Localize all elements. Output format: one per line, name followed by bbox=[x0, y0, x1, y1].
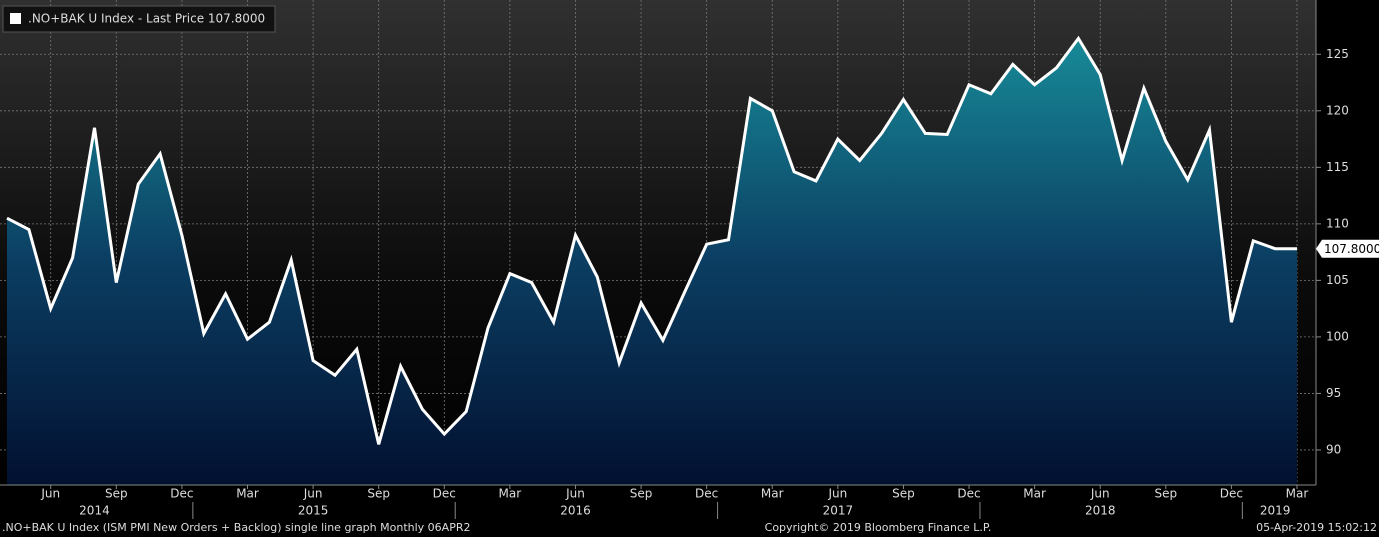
year-label: 2019 bbox=[1260, 504, 1291, 518]
y-tick-label: 100 bbox=[1326, 329, 1349, 343]
x-tick-label: Mar bbox=[1023, 487, 1046, 501]
x-tick-label: Sep bbox=[1155, 487, 1178, 501]
year-label: 2015 bbox=[298, 504, 329, 518]
y-tick-label: 95 bbox=[1326, 386, 1341, 400]
year-label: 2017 bbox=[823, 504, 854, 518]
y-tick-label: 110 bbox=[1326, 216, 1349, 230]
y-tick-label: 120 bbox=[1326, 103, 1349, 117]
y-tick-label: 90 bbox=[1326, 442, 1341, 456]
x-tick-label: Dec bbox=[957, 487, 980, 501]
x-tick-label: Jun bbox=[303, 487, 323, 501]
legend-text: .NO+BAK U Index - Last Price 107.8000 bbox=[28, 12, 265, 26]
x-tick-label: Dec bbox=[433, 487, 456, 501]
x-tick-label: Jun bbox=[1090, 487, 1110, 501]
x-tick-label: Dec bbox=[695, 487, 718, 501]
x-tick-label: Jun bbox=[565, 487, 585, 501]
last-price-label: 107.8000 bbox=[1324, 242, 1379, 256]
legend-box bbox=[2, 5, 276, 33]
x-tick-label: Mar bbox=[236, 487, 259, 501]
x-tick-label: Sep bbox=[367, 487, 390, 501]
x-tick-label: Jun bbox=[827, 487, 847, 501]
footer-center: Copyright© 2019 Bloomberg Finance L.P. bbox=[765, 521, 992, 534]
x-tick-label: Mar bbox=[1286, 487, 1309, 501]
y-tick-label: 105 bbox=[1326, 273, 1349, 287]
legend-swatch bbox=[10, 13, 21, 24]
x-tick-label: Dec bbox=[170, 487, 193, 501]
last-price-pointer bbox=[1316, 239, 1379, 258]
x-tick-label: Mar bbox=[761, 487, 784, 501]
y-tick-label: 125 bbox=[1326, 47, 1349, 61]
line bbox=[6, 35, 1297, 445]
x-tick-label: Dec bbox=[1220, 487, 1243, 501]
y-tick-label: 115 bbox=[1326, 160, 1349, 174]
year-label: 2018 bbox=[1085, 504, 1116, 518]
year-label: 2016 bbox=[560, 504, 591, 518]
footer-left: .NO+BAK U Index (ISM PMI New Orders + Ba… bbox=[2, 521, 470, 534]
year-label: 2014 bbox=[79, 504, 110, 518]
x-tick-label: Sep bbox=[892, 487, 915, 501]
footer-right: 05-Apr-2019 15:02:12 bbox=[1256, 521, 1377, 534]
x-tick-label: Mar bbox=[499, 487, 522, 501]
x-tick-label: Sep bbox=[630, 487, 653, 501]
x-tick-label: Sep bbox=[105, 487, 128, 501]
x-tick-label: Jun bbox=[40, 487, 60, 501]
